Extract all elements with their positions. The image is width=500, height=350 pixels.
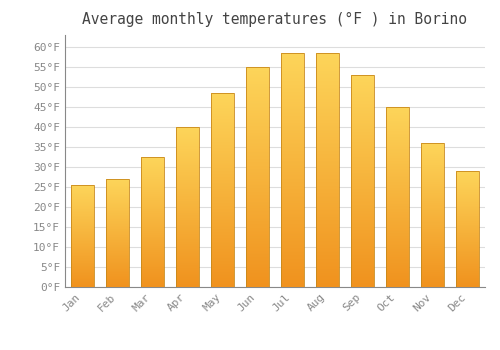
Bar bbox=[351, 75, 374, 287]
Bar bbox=[316, 53, 339, 287]
Bar bbox=[176, 127, 199, 287]
Bar bbox=[141, 157, 164, 287]
Bar bbox=[211, 93, 234, 287]
Bar bbox=[281, 53, 304, 287]
Bar bbox=[386, 107, 409, 287]
Bar bbox=[246, 67, 269, 287]
Title: Average monthly temperatures (°F ) in Borino: Average monthly temperatures (°F ) in Bo… bbox=[82, 12, 468, 27]
Bar bbox=[71, 185, 94, 287]
Bar bbox=[421, 143, 444, 287]
Bar bbox=[106, 179, 129, 287]
Bar bbox=[456, 171, 479, 287]
